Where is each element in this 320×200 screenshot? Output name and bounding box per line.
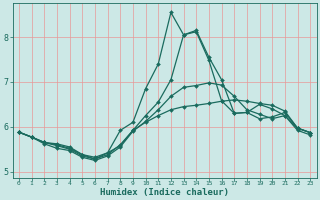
X-axis label: Humidex (Indice chaleur): Humidex (Indice chaleur) [100, 188, 229, 197]
